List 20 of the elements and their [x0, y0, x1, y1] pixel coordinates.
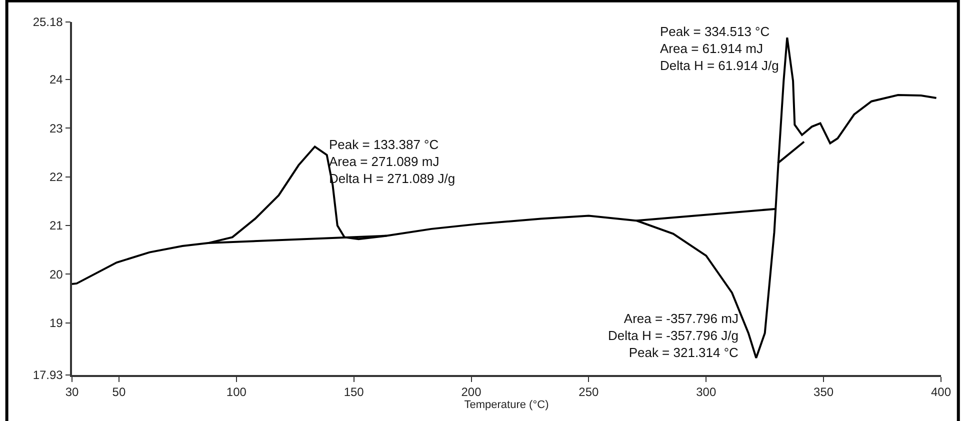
x-tick-label: 100 [226, 385, 247, 400]
x-tick-label: 50 [112, 385, 126, 400]
x-tick-label: 30 [65, 385, 79, 400]
x-tick-label: 400 [930, 385, 952, 400]
y-tick-label: 17.93 [32, 368, 64, 382]
x-tick-label: 150 [344, 385, 364, 400]
y-tick-label: 22 [49, 170, 64, 184]
x-tick-label: 250 [578, 385, 600, 400]
annotation: Area = -357.796 mJ Delta H = -357.796 J/g Peak = 321.314 °C [608, 311, 738, 360]
y-tick-label: 19 [49, 316, 64, 330]
x-tick-label: 350 [814, 385, 834, 400]
y-tick-label: 23 [49, 121, 64, 136]
y-tick-label: 25.18 [32, 15, 64, 30]
y-tick-label: 20 [49, 267, 64, 282]
x-tick-label: 200 [461, 385, 482, 400]
y-tick-label: 24 [49, 72, 64, 87]
x-axis-title: Temperature (°C) [464, 399, 549, 412]
x-tick-label: 300 [696, 385, 716, 400]
annotation: Peak = 334.513 °C Area = 61.914 mJ Delta H = 61.914 J/g [660, 24, 779, 73]
y-tick-label: 21 [49, 218, 64, 233]
